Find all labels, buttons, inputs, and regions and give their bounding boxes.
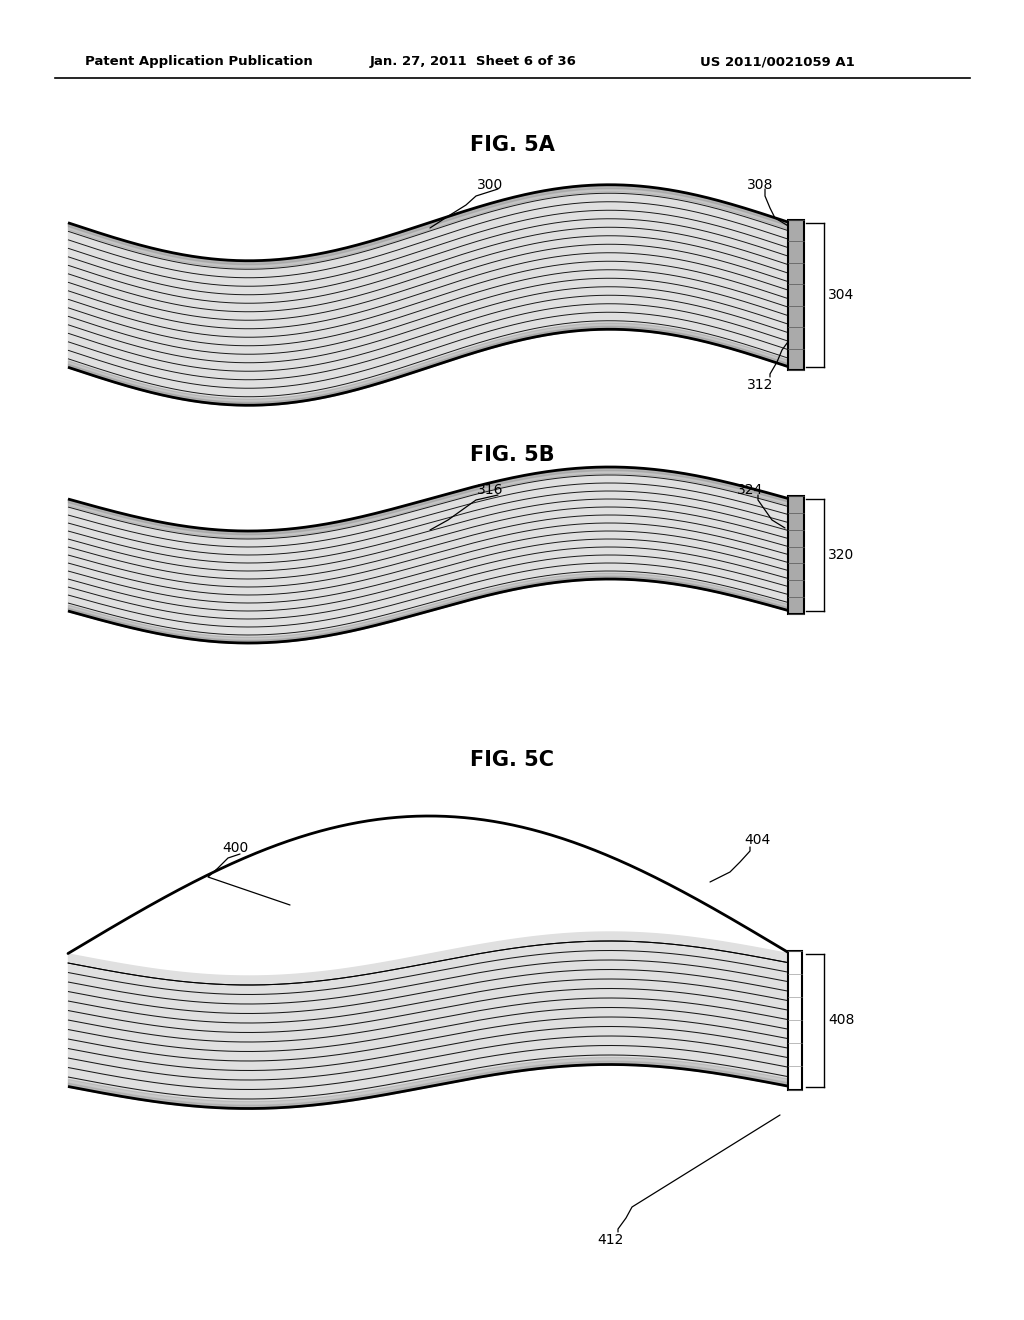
Text: 308: 308 [746, 178, 773, 191]
Text: 404: 404 [743, 833, 770, 847]
Text: 324: 324 [737, 483, 763, 498]
Bar [788, 950, 802, 1089]
Text: FIG. 5A: FIG. 5A [470, 135, 554, 154]
Text: 312: 312 [746, 378, 773, 392]
Text: 408: 408 [828, 1012, 854, 1027]
Text: 316: 316 [477, 483, 503, 498]
Bar [788, 219, 804, 370]
Text: FIG. 5C: FIG. 5C [470, 750, 554, 770]
Text: Patent Application Publication: Patent Application Publication [85, 55, 312, 69]
Text: 412: 412 [597, 1233, 624, 1247]
Text: FIG. 5B: FIG. 5B [470, 445, 554, 465]
Text: 304: 304 [828, 288, 854, 302]
Text: 300: 300 [477, 178, 503, 191]
Bar [788, 496, 804, 614]
Text: Jan. 27, 2011  Sheet 6 of 36: Jan. 27, 2011 Sheet 6 of 36 [370, 55, 577, 69]
Text: US 2011/0021059 A1: US 2011/0021059 A1 [700, 55, 855, 69]
Text: 320: 320 [828, 548, 854, 562]
Text: 400: 400 [222, 841, 248, 855]
